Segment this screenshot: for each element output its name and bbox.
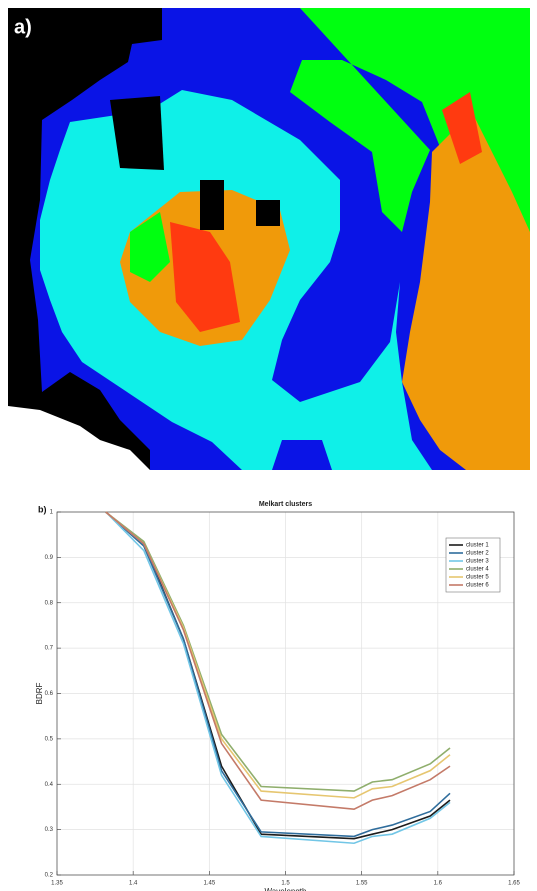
region-red: [442, 92, 482, 164]
x-tick-label: 1.45: [203, 881, 215, 887]
y-tick-label: 0.5: [45, 736, 54, 742]
y-tick-label: 0.7: [45, 646, 54, 652]
panel-label: a): [14, 16, 32, 38]
region-green: [130, 212, 170, 282]
y-tick-label: 0.3: [45, 827, 54, 833]
legend-label: cluster 5: [466, 575, 489, 581]
legend-box: [445, 537, 501, 593]
region-black: [256, 200, 280, 226]
chart: 1.35 1.4 1.45 1.5 1.55 1.6 1.65 0.2 0.3 0.4 0.5 0.6…: [35, 501, 520, 891]
region-black: [110, 96, 164, 170]
y-tick-label: 0.4: [45, 782, 54, 788]
y-tick-label: 1: [50, 510, 54, 516]
panel-label: b): [38, 504, 47, 514]
y-tick-label: 0.6: [45, 691, 54, 697]
y-tick-label: 0.8: [45, 600, 54, 606]
x-tick-label: 1.55: [356, 881, 368, 887]
y-tick-label: 0.2: [45, 873, 54, 879]
chart-title: Melkart clusters: [259, 501, 312, 508]
legend-label: cluster 6: [466, 583, 489, 589]
x-tick-label: 1.4: [129, 881, 138, 887]
legend-label: cluster 3: [466, 559, 489, 565]
cluster-map: a): [8, 8, 530, 470]
legend-label: cluster 1: [466, 543, 489, 549]
legend-label: cluster 4: [466, 567, 489, 573]
y-tick-label: 0.9: [45, 555, 54, 561]
region-red: [170, 222, 240, 332]
x-tick-label: 1.35: [51, 881, 63, 887]
series-line: [105, 511, 451, 838]
series-line: [105, 511, 451, 811]
region-orange: [402, 112, 530, 470]
region-black: [8, 8, 162, 402]
series-line: [105, 511, 451, 845]
series-line: [105, 511, 451, 792]
x-tick-label: 1.6: [434, 881, 443, 887]
legend-label: cluster 2: [466, 551, 489, 557]
y-axis-label: BDRF: [35, 683, 44, 705]
plot-frame: [56, 511, 515, 876]
x-axis-label: Wavelength: [265, 887, 307, 891]
x-tick-label: 1.5: [281, 881, 290, 887]
region-white: [8, 406, 150, 470]
region-black: [200, 180, 224, 230]
x-tick-label: 1.65: [508, 881, 520, 887]
